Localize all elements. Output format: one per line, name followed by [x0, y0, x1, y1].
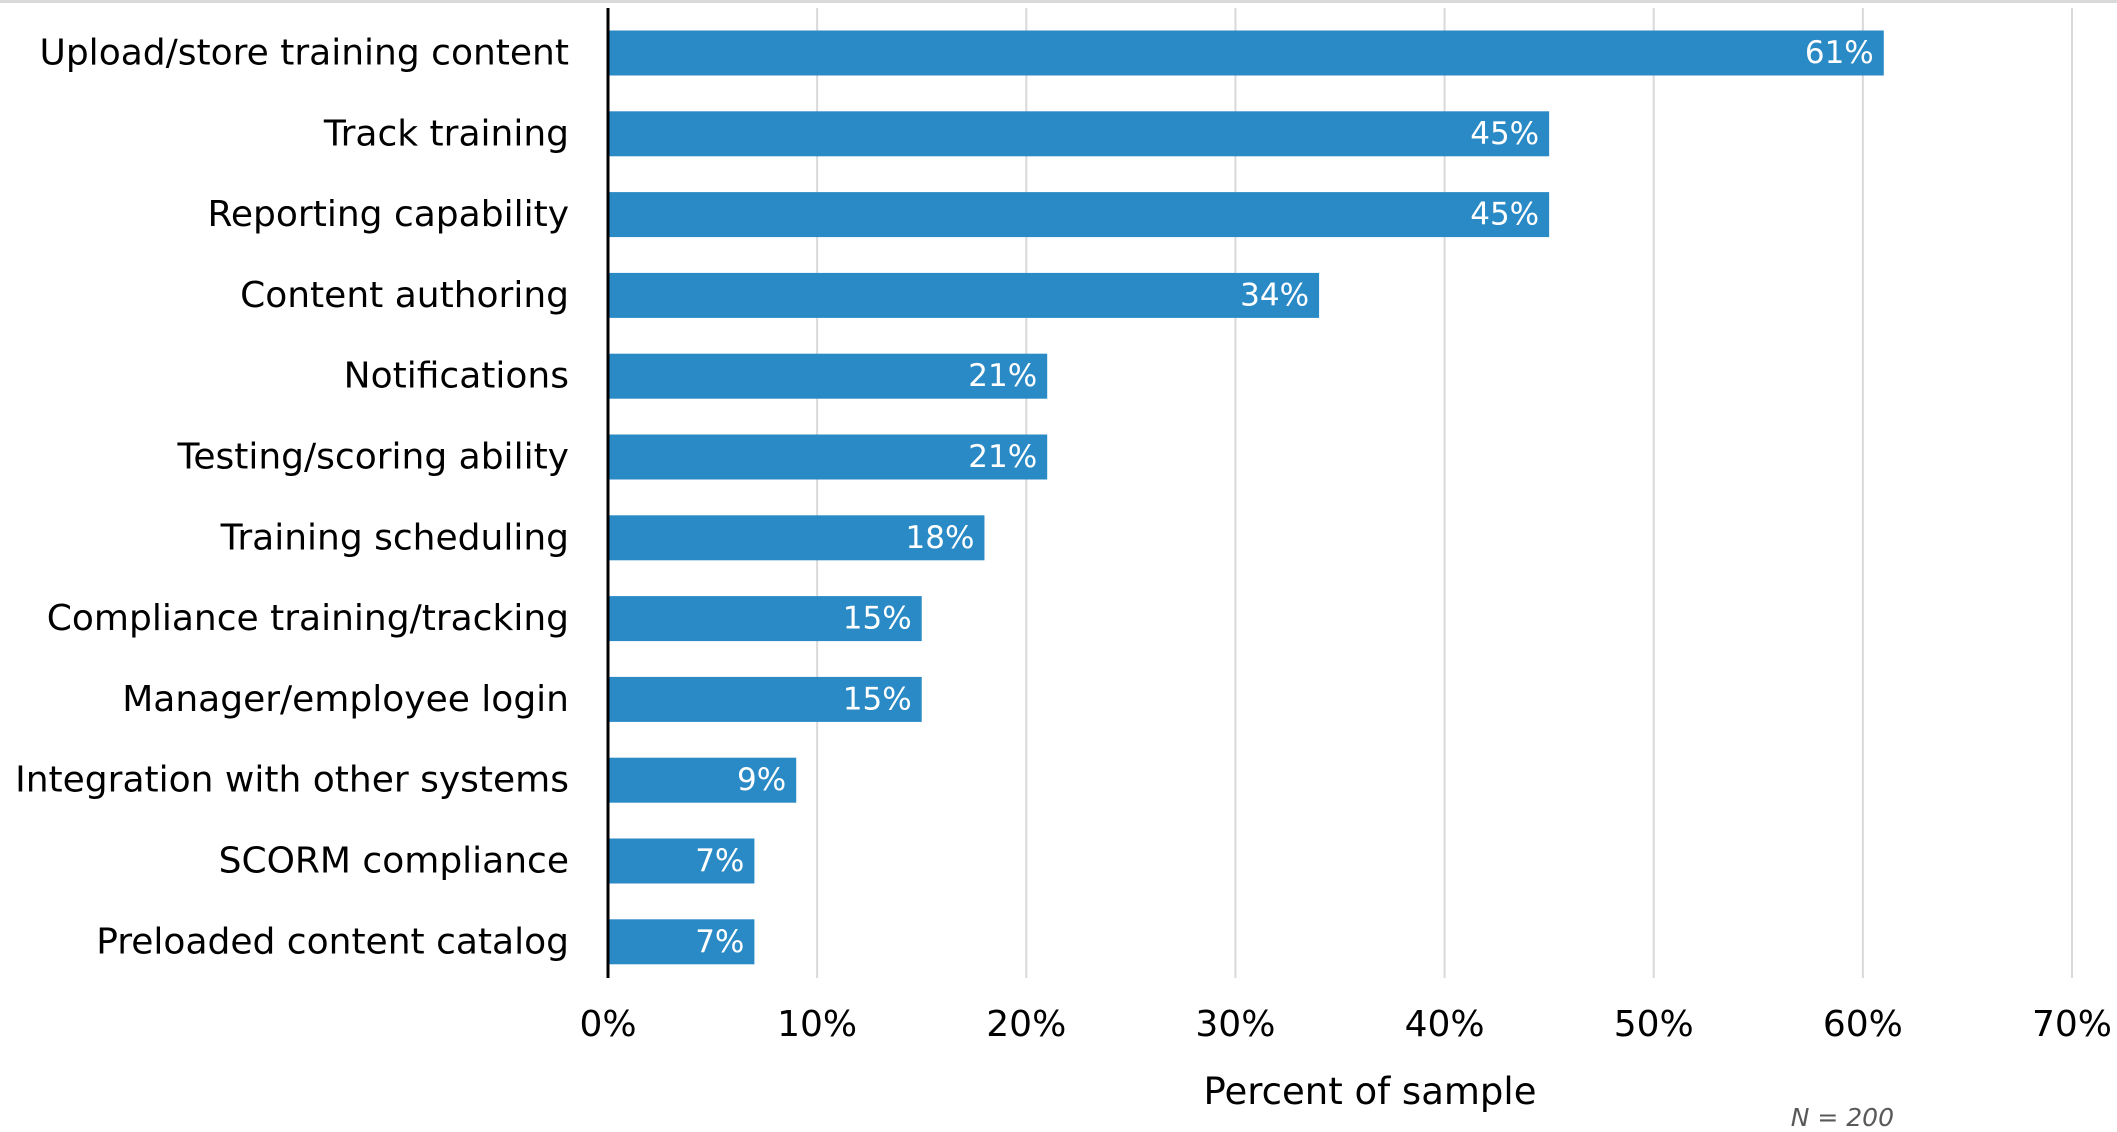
- bar: [608, 676, 922, 722]
- data-label: 61%: [1805, 35, 1874, 71]
- bars: [608, 30, 1884, 965]
- data-label: 18%: [906, 520, 975, 556]
- category-label: Compliance training/tracking: [47, 598, 569, 639]
- bar: [608, 757, 797, 803]
- category-label: Upload/store training content: [39, 33, 569, 74]
- top-rule: [0, 0, 2117, 3]
- category-label: Testing/scoring ability: [176, 437, 569, 478]
- x-axis-title: Percent of sample: [1204, 1070, 1537, 1113]
- category-labels: Upload/store training content Track train…: [15, 33, 569, 963]
- x-tick-label: 50%: [1614, 1004, 1694, 1045]
- x-tick-labels: 0% 10% 20% 30% 40% 50% 60% 70%: [579, 1004, 2112, 1045]
- x-tick-label: 20%: [986, 1004, 1066, 1045]
- x-tick-label: 60%: [1823, 1004, 1903, 1045]
- x-tick-label: 40%: [1405, 1004, 1485, 1045]
- category-label: Reporting capability: [208, 194, 570, 235]
- bar: [608, 919, 755, 965]
- category-label: Manager/employee login: [122, 679, 569, 720]
- data-label: 7%: [695, 924, 744, 960]
- bar: [608, 30, 1884, 76]
- category-label: Preloaded content catalog: [96, 921, 569, 962]
- x-tick-label: 10%: [777, 1004, 857, 1045]
- bar: [608, 111, 1550, 157]
- bar: [608, 515, 985, 561]
- x-tick-label: 70%: [2032, 1004, 2112, 1045]
- bar: [608, 434, 1048, 480]
- category-label: Training scheduling: [220, 517, 569, 558]
- category-label: Track training: [323, 113, 569, 154]
- data-label: 34%: [1240, 277, 1309, 313]
- gridlines: [816, 8, 2073, 978]
- data-label: 21%: [968, 358, 1037, 394]
- bar: [608, 596, 922, 642]
- data-label: 45%: [1470, 116, 1539, 152]
- bar: [608, 838, 755, 884]
- x-tick-label: 30%: [1195, 1004, 1275, 1045]
- data-label: 15%: [843, 681, 912, 717]
- x-tick-label: 0%: [579, 1004, 636, 1045]
- bar: [608, 272, 1320, 318]
- bar: [608, 192, 1550, 238]
- category-label: Integration with other systems: [15, 760, 569, 801]
- sample-size-note: N = 200: [1791, 1103, 1894, 1132]
- data-labels: 61% 45% 45% 34% 21% 21% 18% 15% 15% 9% 7% 7%: [695, 35, 1874, 960]
- bar: [608, 353, 1048, 399]
- data-label: 7%: [695, 843, 744, 879]
- data-label: 9%: [737, 762, 786, 798]
- data-label: 21%: [968, 439, 1037, 475]
- data-label: 45%: [1470, 197, 1539, 233]
- category-label: SCORM compliance: [219, 841, 569, 882]
- category-label: Content authoring: [240, 275, 569, 316]
- category-label: Notifications: [344, 356, 569, 397]
- data-label: 15%: [843, 601, 912, 637]
